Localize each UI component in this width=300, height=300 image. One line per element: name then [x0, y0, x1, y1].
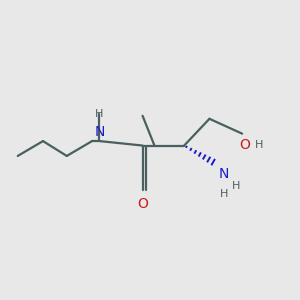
Text: N: N [94, 124, 105, 139]
Text: O: O [240, 138, 250, 152]
Text: H: H [95, 109, 104, 119]
Text: N: N [219, 167, 230, 182]
Text: H: H [255, 140, 264, 150]
Text: O: O [137, 196, 148, 211]
Text: H: H [220, 189, 229, 199]
Text: H: H [232, 181, 240, 191]
